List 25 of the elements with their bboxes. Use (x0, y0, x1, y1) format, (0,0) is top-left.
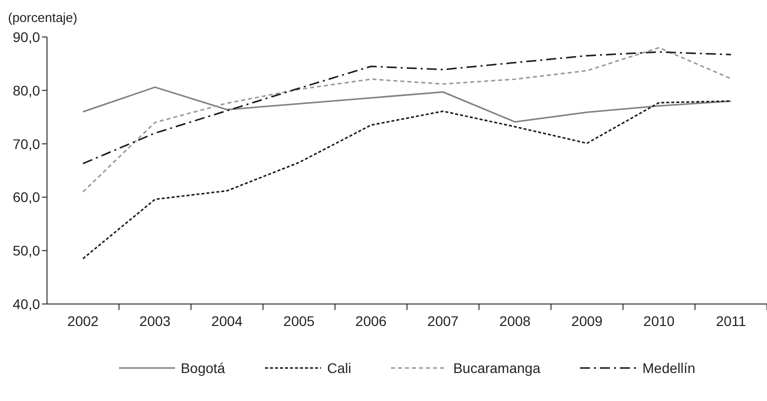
x-tick-label: 2003 (139, 313, 171, 329)
x-tick-label: 2006 (355, 313, 387, 329)
y-tick-label: 80,0 (12, 82, 40, 98)
x-tick-label: 2009 (571, 313, 603, 329)
x-tick-label: 2008 (499, 313, 531, 329)
x-tick-label: 2007 (427, 313, 459, 329)
line-series (82, 86, 732, 123)
x-tick-label: 2004 (211, 313, 243, 329)
legend-label: Cali (327, 360, 352, 376)
y-tick-label: 70,0 (12, 136, 40, 152)
x-tick-label: 2002 (67, 313, 99, 329)
legend-label: Medellín (642, 360, 696, 376)
y-axis-title: (porcentaje) (8, 9, 78, 27)
y-tick-label: 60,0 (12, 189, 40, 206)
x-tick-label: 2005 (283, 313, 315, 329)
line-series (82, 100, 732, 260)
line-series (82, 51, 732, 164)
line-series (82, 46, 732, 193)
y-tick-label: 50,0 (12, 242, 40, 259)
y-tick-label: 90,0 (12, 28, 40, 45)
legend-label: Bogotá (180, 360, 226, 376)
y-tick-label: 40,0 (12, 296, 40, 312)
x-tick-label: 2011 (716, 313, 746, 329)
legend-label: Bucaramanga (453, 360, 540, 376)
x-tick-label: 2010 (643, 313, 675, 329)
